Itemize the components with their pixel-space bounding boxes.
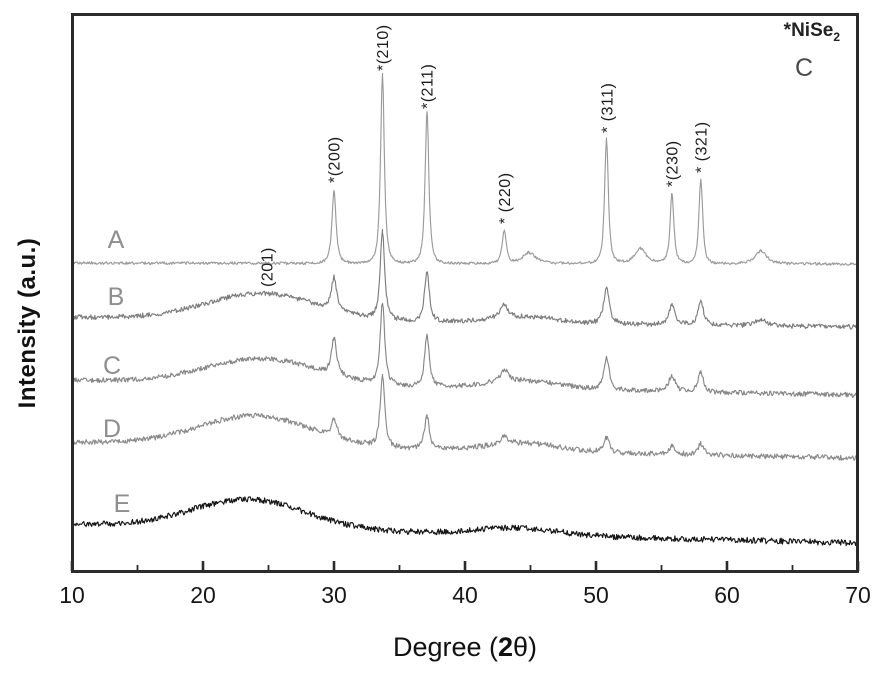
peak-annotation-200: *(200) (327, 136, 344, 183)
legend-sample-label: C (794, 54, 814, 82)
peak-annotation-220: * (220) (497, 172, 514, 224)
x-axis-title-theta: θ) (513, 632, 538, 662)
curve-label-D: D (103, 415, 121, 443)
peak-annotation-311: * (311) (600, 83, 617, 133)
x-tick-label-40: 40 (452, 582, 478, 608)
x-axis-title-2: 2 (498, 632, 514, 662)
peak-annotation-210: *(210) (375, 24, 392, 71)
y-axis-title: Intensity (a.u.) (14, 237, 41, 409)
peak-annotation-230: *(230) (664, 140, 681, 187)
xrd-curve-A (74, 72, 856, 266)
legend-phase-text: *NiSe (783, 20, 834, 41)
curve-label-A: A (108, 226, 125, 254)
xrd-curve-E (74, 496, 856, 547)
xrd-curve-C (74, 302, 856, 398)
xrd-curve-D (74, 373, 856, 461)
x-tick-label-60: 60 (714, 582, 740, 608)
plot-frame (71, 13, 859, 573)
curve-label-C: C (103, 352, 121, 380)
x-tick-label-50: 50 (583, 582, 609, 608)
x-axis-title-pre: Degree ( (392, 632, 498, 662)
legend-phase-subscript: 2 (833, 29, 840, 44)
curve-label-B: B (108, 283, 125, 311)
peak-annotation-211: *(211) (420, 64, 437, 109)
legend-phase-marker: *NiSe2 (784, 20, 840, 44)
x-tick-label-30: 30 (321, 582, 347, 608)
peak-annotation-201: (201) (260, 247, 277, 287)
x-tick-label-20: 20 (190, 582, 216, 608)
x-axis-title: Degree (2θ) (72, 632, 858, 663)
x-tick-label-10: 10 (59, 582, 85, 608)
curve-label-E: E (114, 490, 131, 518)
x-tick-label-70: 70 (845, 582, 871, 608)
xrd-curve-B (74, 228, 856, 330)
peak-annotation-321: * (321) (693, 121, 710, 173)
